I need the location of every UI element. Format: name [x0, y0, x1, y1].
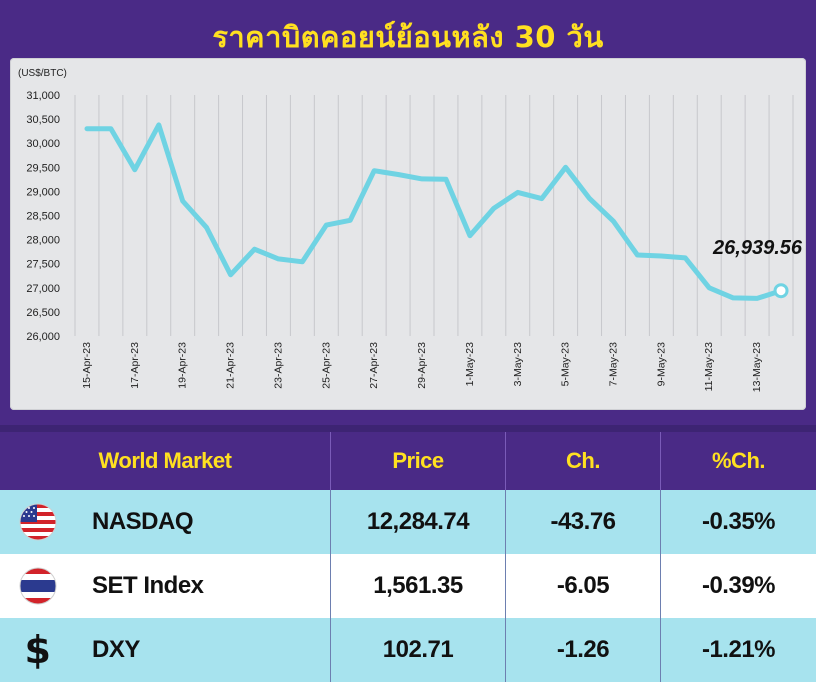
x-tick-label: 15-Apr-23 [81, 342, 93, 389]
dollar-sign-icon: $ [0, 618, 75, 682]
y-tick-label: 30,000 [26, 138, 60, 150]
market-percent-change: -0.39% [660, 554, 816, 618]
market-name: SET Index [92, 572, 204, 599]
table-header-row: World Market Price Ch. %Ch. [0, 432, 816, 490]
y-tick-label: 27,000 [26, 283, 60, 295]
market-name: NASDAQ [92, 508, 194, 535]
y-tick-label: 28,000 [26, 235, 60, 247]
table-row-set-index: SET Index 1,561.35 -6.05 -0.39% [0, 554, 816, 618]
chart-panel: ราคาบิตคอยน์ย้อนหลัง 30 วัน (US$/BTC) 31,… [0, 0, 816, 425]
market-price: 1,561.35 [330, 554, 505, 618]
market-percent-change: -1.21% [660, 618, 816, 682]
x-tick-label: 29-Apr-23 [416, 342, 428, 389]
last-point-marker [773, 283, 789, 299]
x-tick-label: 13-May-23 [751, 342, 763, 392]
x-tick-label: 21-Apr-23 [225, 342, 237, 389]
x-tick-label: 7-May-23 [608, 342, 620, 387]
header-change: Ch. [505, 432, 660, 490]
y-tick-label: 29,000 [26, 186, 60, 198]
y-tick-label: 31,000 [26, 90, 60, 102]
table-row-nasdaq: NASDAQ 12,284.74 -43.76 -0.35% [0, 490, 816, 554]
header-price: Price [330, 432, 505, 490]
y-tick-label: 27,500 [26, 259, 60, 271]
thai-flag-icon [0, 554, 75, 618]
us-flag-icon [0, 490, 75, 554]
x-tick-label: 1-May-23 [464, 342, 476, 387]
x-tick-label: 9-May-23 [655, 342, 667, 387]
market-price: 102.71 [330, 618, 505, 682]
market-change: -1.26 [505, 618, 660, 682]
chart-title: ราคาบิตคอยน์ย้อนหลัง 30 วัน [212, 20, 604, 54]
market-name: DXY [92, 636, 140, 663]
last-value-label: 26,939.56 [712, 237, 803, 259]
dollar-symbol: $ [24, 628, 51, 672]
y-tick-label: 29,500 [26, 162, 60, 174]
market-percent-change: -0.35% [660, 490, 816, 554]
x-tick-label: 19-Apr-23 [177, 342, 189, 389]
x-tick-label: 25-Apr-23 [320, 342, 332, 389]
y-tick-label: 30,500 [26, 114, 60, 126]
y-tick-label: 28,500 [26, 211, 60, 223]
x-tick-label: 27-Apr-23 [368, 342, 380, 389]
y-tick-label: 26,500 [26, 307, 60, 319]
x-tick-label: 3-May-23 [512, 342, 524, 387]
series-line [84, 122, 784, 301]
market-price: 12,284.74 [330, 490, 505, 554]
y-tick-label: 26,000 [26, 331, 60, 343]
table-row-dxy: $ DXY 102.71 -1.26 -1.21% [0, 618, 816, 682]
y-unit-label: (US$/BTC) [18, 68, 67, 79]
x-tick-label: 17-Apr-23 [129, 342, 141, 389]
market-change: -43.76 [505, 490, 660, 554]
world-market-table: World Market Price Ch. %Ch. [0, 432, 816, 682]
market-change: -6.05 [505, 554, 660, 618]
bitcoin-price-chart: (US$/BTC) 31,000 30,500 30,000 29,500 29,000 2… [18, 68, 803, 392]
plot-area: (US$/BTC) 31,000 30,500 30,000 29,500 29,000 2… [10, 58, 806, 410]
x-tick-label: 5-May-23 [560, 342, 572, 387]
header-percent-change: %Ch. [660, 432, 816, 490]
x-tick-label: 11-May-23 [703, 342, 715, 392]
x-tick-label: 23-Apr-23 [272, 342, 284, 389]
header-world-market: World Market [98, 448, 232, 473]
